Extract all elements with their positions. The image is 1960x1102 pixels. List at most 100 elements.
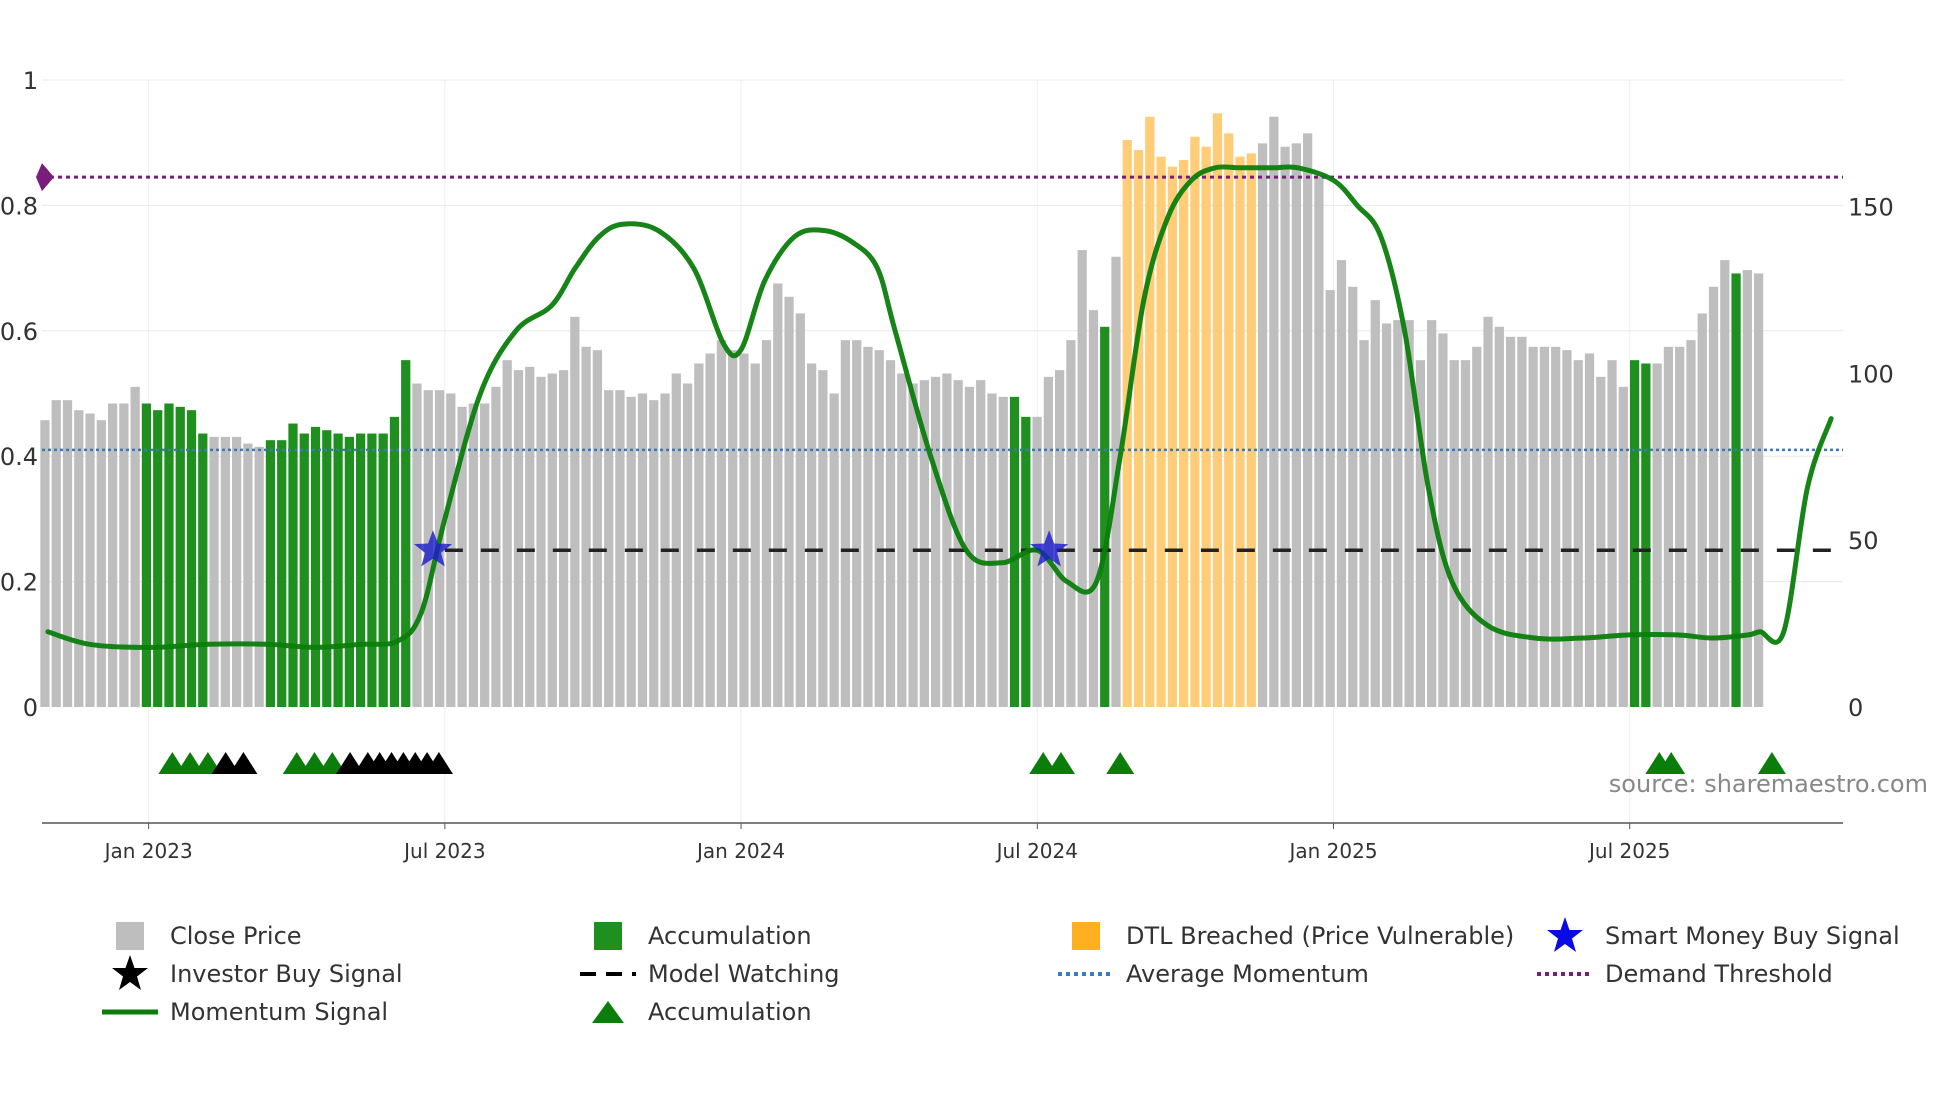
price-bar	[1528, 346, 1538, 707]
price-bar	[1675, 346, 1685, 707]
demand-threshold-diamond	[36, 163, 54, 192]
legend-label: Smart Money Buy Signal	[1605, 922, 1900, 950]
accumulation-bar	[186, 410, 197, 707]
price-bar	[570, 316, 580, 707]
left-tick-label: 0.4	[0, 443, 38, 471]
price-bar	[1303, 133, 1313, 708]
price-bar	[1393, 320, 1403, 707]
accumulation-bar	[310, 426, 321, 707]
price-bar	[547, 373, 557, 707]
price-bar	[1359, 340, 1369, 707]
price-bar	[1066, 340, 1076, 707]
accumulation-bar	[401, 360, 411, 707]
price-bar	[119, 403, 129, 707]
price-bar	[705, 353, 715, 707]
dtl-breached-bar	[1133, 150, 1144, 707]
price-bar	[1753, 273, 1764, 707]
price-bar	[536, 376, 546, 707]
price-bar	[525, 366, 535, 707]
accumulation-bar	[378, 433, 388, 707]
price-bar	[491, 386, 501, 707]
accumulation-bar	[322, 430, 332, 707]
price-bar	[953, 380, 963, 707]
legend-item-accumulation-bar: Accumulation	[578, 920, 812, 952]
dtl-breached-bar	[1190, 136, 1200, 708]
price-bar	[874, 350, 884, 707]
price-bar	[930, 376, 941, 707]
price-bar	[1460, 360, 1471, 707]
legend-label: Momentum Signal	[170, 998, 389, 1026]
x-tick-label: Jan 2025	[1287, 839, 1377, 863]
price-bar	[1483, 316, 1493, 707]
price-bar	[1438, 333, 1448, 707]
price-bar	[457, 406, 467, 707]
price-bar	[773, 283, 783, 707]
price-bar	[1032, 416, 1042, 707]
legend-item-investor-signal: Investor Buy Signal	[100, 955, 403, 990]
accumulation-triangle	[1657, 752, 1686, 774]
price-bar	[998, 396, 1008, 707]
price-bar	[1449, 360, 1459, 707]
price-bar	[1280, 146, 1290, 707]
left-tick-label: 0.8	[0, 192, 38, 220]
dtl-breached-bar	[1224, 133, 1234, 708]
momentum-line	[45, 164, 1834, 650]
legend-label: DTL Breached (Price Vulnerable)	[1126, 922, 1515, 950]
price-bar	[62, 400, 73, 707]
accumulation-bar	[1021, 416, 1031, 707]
investor-signal-marker	[424, 752, 453, 774]
dtl-breached-bar	[1246, 153, 1256, 708]
accumulation-bar	[344, 436, 354, 707]
legend-label: Model Watching	[648, 960, 840, 988]
green-triangle-icon	[578, 996, 638, 1028]
left-tick-label: 0	[23, 694, 38, 722]
price-bar	[750, 363, 760, 707]
price-bar	[209, 436, 219, 707]
price-bar	[502, 360, 512, 707]
legend-item-model-watching: Model Watching	[578, 958, 840, 990]
price-bar	[513, 370, 524, 707]
price-bar	[649, 400, 659, 707]
price-bar	[1415, 360, 1426, 707]
legend-item-smart-money: Smart Money Buy Signal	[1535, 917, 1900, 952]
legend-label: Average Momentum	[1126, 960, 1369, 988]
accumulation-triangle	[158, 752, 187, 774]
price-bar	[220, 436, 230, 707]
dtl-breached-bar	[1156, 156, 1166, 707]
accumulation-bar	[299, 433, 309, 707]
price-bar	[480, 403, 490, 707]
smart-money-star	[413, 530, 453, 567]
price-bar	[739, 353, 749, 707]
accumulation-bar	[1641, 363, 1651, 707]
price-bar	[829, 393, 839, 707]
price-bar	[818, 370, 828, 707]
orange-square-icon	[1056, 920, 1116, 952]
price-bar	[761, 340, 772, 707]
dotted-blue-line-icon	[1056, 958, 1116, 990]
price-bar	[1505, 336, 1516, 707]
gray-square-icon	[100, 920, 160, 952]
accumulation-triangle	[1106, 752, 1135, 774]
price-bar	[1348, 286, 1358, 707]
price-bar	[558, 370, 569, 707]
investor-signal-marker	[336, 752, 365, 774]
price-bar	[1088, 310, 1099, 707]
green-line-icon	[100, 996, 160, 1028]
accumulation-bar	[1009, 396, 1020, 707]
black-star-icon	[100, 955, 160, 990]
accumulation-triangle	[282, 752, 311, 774]
price-bar	[1720, 260, 1730, 707]
price-bar	[1697, 313, 1707, 707]
legend-label: Accumulation	[648, 998, 812, 1026]
legend-label: Demand Threshold	[1605, 960, 1833, 988]
price-bar	[840, 340, 851, 707]
accumulation-triangle	[1029, 752, 1058, 774]
dtl-breached-bar	[1235, 156, 1245, 707]
price-bar	[1607, 360, 1617, 707]
accumulation-triangle	[193, 752, 222, 774]
price-bar	[243, 443, 253, 707]
price-bar	[671, 373, 681, 707]
price-bar	[728, 350, 738, 707]
price-bar	[1370, 300, 1380, 707]
accumulation-bar	[356, 433, 366, 707]
